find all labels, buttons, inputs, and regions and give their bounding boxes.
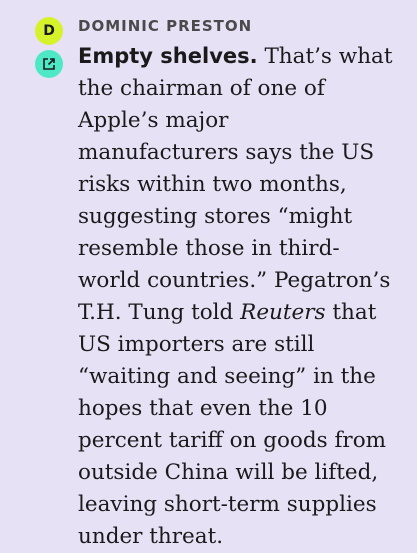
post-lead: Empty shelves.: [78, 44, 258, 68]
post-line: percent tariff on goods from: [78, 428, 387, 453]
post-line: “waiting and seeing” in the: [78, 364, 376, 389]
post-line: the chairman of one of: [78, 76, 325, 101]
post-line: T.H. Tung told Reuters that: [78, 297, 408, 329]
post-line: Apple’s major: [78, 108, 229, 133]
post-body: Empty shelves. That’s what the chairman …: [78, 40, 408, 553]
author-byline[interactable]: DOMINIC PRESTON: [78, 17, 253, 35]
post-line: hopes that even the 10: [78, 396, 328, 421]
author-avatar[interactable]: D: [35, 17, 63, 45]
post-line-text: that: [325, 300, 377, 325]
publication-name: Reuters: [240, 300, 326, 325]
external-link-button[interactable]: [35, 50, 63, 78]
post-line: Empty shelves. That’s what: [78, 40, 408, 73]
post-line: leaving short-term supplies: [78, 492, 377, 517]
post-line: manufacturers says the US: [78, 140, 375, 165]
post-line: outside China will be lifted,: [78, 460, 379, 485]
post-line: under threat.: [78, 524, 224, 549]
post-line-text: T.H. Tung told: [78, 300, 241, 325]
post-line: US importers are still: [78, 332, 315, 357]
post-line-text: That’s what: [257, 44, 393, 69]
post-line: risks within two months,: [78, 172, 347, 197]
post-line: world countries.” Pegatron’s: [78, 268, 391, 293]
post-line: suggesting stores “might: [78, 204, 353, 229]
external-link-icon: [43, 58, 55, 70]
post-line: resemble those in third-: [78, 236, 340, 261]
